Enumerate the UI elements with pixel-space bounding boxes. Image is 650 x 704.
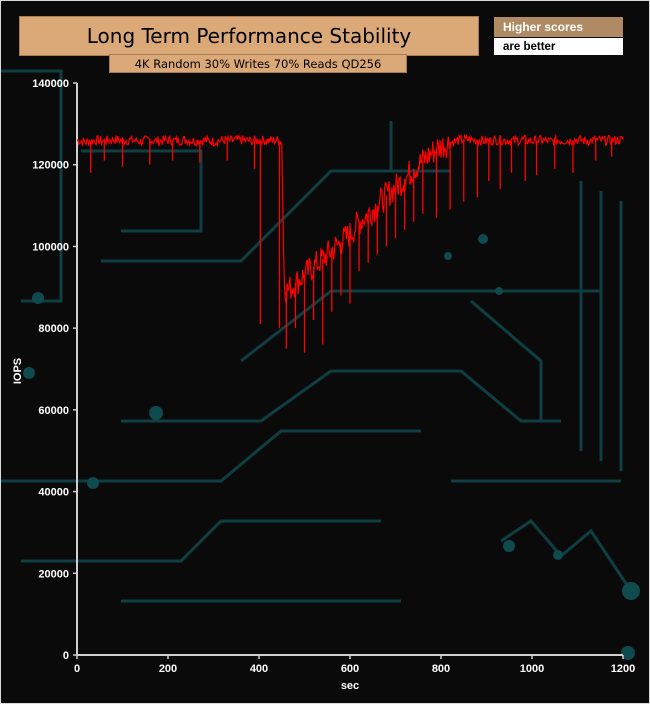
y-tick-label: 140000 [32, 78, 69, 90]
y-axis-ticks: 0 20000 40000 60000 80000 100000 120000 140000 [32, 78, 77, 662]
legend-are-better: are better [494, 38, 623, 55]
x-tick-label: 0 [74, 663, 80, 675]
y-tick-label: 40000 [38, 487, 69, 499]
y-tick-label: 80000 [38, 323, 69, 335]
series-line [76, 133, 624, 305]
y-tick-label: 120000 [32, 160, 69, 172]
x-axis-label: sec [341, 680, 359, 692]
x-tick-label: 600 [341, 663, 359, 675]
legend-higher-scores-text: Higher scores [503, 20, 584, 34]
y-axis-label: IOPS [12, 358, 24, 384]
chart-title: Long Term Performance Stability [86, 24, 412, 48]
x-tick-label: 1200 [611, 663, 635, 675]
plot-area [76, 133, 624, 353]
chart-subtitle: 4K Random 30% Writes 70% Reads QD256 [134, 56, 382, 71]
y-tick-label: 60000 [38, 405, 69, 417]
y-tick-label: 20000 [38, 568, 69, 580]
chart-title-box: Long Term Performance Stability [19, 16, 479, 56]
x-tick-label: 1000 [520, 663, 544, 675]
chart-subtitle-box: 4K Random 30% Writes 70% Reads QD256 [109, 54, 407, 73]
legend-higher-scores: Higher scores [494, 17, 623, 37]
y-tick-label: 100000 [32, 241, 69, 253]
legend-are-better-text: are better [503, 40, 556, 53]
circuit-background [1, 69, 633, 603]
y-tick-label: 0 [63, 650, 69, 662]
x-tick-label: 400 [250, 663, 268, 675]
x-tick-label: 200 [159, 663, 177, 675]
circuit-nodes [23, 234, 640, 660]
x-axis-ticks: 0 200 400 600 800 1000 1200 [74, 655, 635, 675]
x-tick-label: 800 [432, 663, 450, 675]
